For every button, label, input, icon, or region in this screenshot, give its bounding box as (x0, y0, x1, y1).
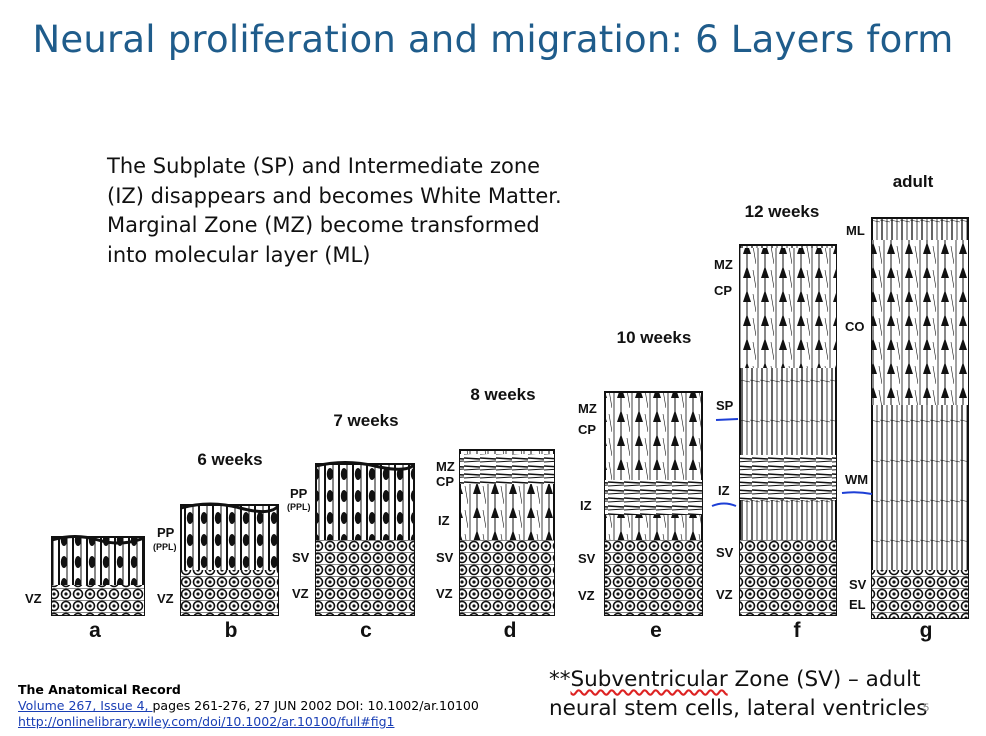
citation-rest: pages 261-276, 27 JUN 2002 DOI: 10.1002/… (152, 698, 479, 713)
body-line: (IZ) disappears and becomes White Matter… (107, 183, 562, 208)
volume-link[interactable]: Volume 267, Issue 4, (18, 698, 153, 713)
panel-a (51, 535, 145, 616)
age-label-g: adult (893, 172, 934, 191)
zone-label: MZ (714, 257, 733, 272)
note-line-1: **Subventricular Zone (SV) – adult (549, 665, 927, 694)
citation-line: Volume 267, Issue 4, pages 261-276, 27 J… (18, 698, 479, 714)
age-label-e: 10 weeks (617, 328, 692, 347)
note-line-2: neural stem cells, lateral ventricles (549, 696, 928, 721)
age-label-c: 7 weeks (333, 411, 398, 430)
note-spellcheck-word: Subventricular (570, 667, 728, 692)
zone-label: MZ (578, 401, 597, 416)
panel-letter-d: d (504, 619, 517, 642)
source-url-link[interactable]: http://onlinelibrary.wiley.com/doi/10.10… (18, 714, 395, 729)
zone-label: SV (436, 550, 454, 565)
panel-b (180, 502, 280, 616)
zone-label: PP (290, 486, 308, 501)
slide-title: Neural proliferation and migration: 6 La… (32, 18, 954, 61)
note-rest: Zone (SV) – adult (727, 667, 921, 692)
zone-label: SP (716, 398, 734, 413)
panel-letter-c: c (360, 619, 372, 642)
age-label-f: 12 weeks (745, 202, 820, 221)
panel-f (739, 244, 837, 616)
zone-label: CP (436, 474, 454, 489)
panel-letter-a: a (89, 619, 101, 642)
zone-label: (PPL) (287, 502, 311, 512)
panel-letter-b: b (225, 619, 238, 642)
zone-label: MZ (436, 459, 455, 474)
body-text: The Subplate (SP) and Intermediate zone … (107, 152, 567, 270)
zone-label: VZ (436, 586, 453, 601)
zone-label: IZ (718, 483, 730, 498)
annotation-mark (715, 418, 739, 421)
journal-name: The Anatomical Record (18, 682, 181, 697)
zone-label: VZ (157, 591, 174, 606)
zone-label: (PPL) (153, 542, 177, 552)
panel-d (459, 449, 555, 616)
age-label-b: 6 weeks (197, 450, 262, 469)
zone-label: ML (846, 223, 865, 238)
zone-label: SV (292, 550, 310, 565)
body-line: Marginal Zone (MZ) become transformed (107, 213, 540, 237)
panel-letter-e: e (650, 619, 662, 642)
zone-label: SV (849, 577, 867, 592)
zone-label: VZ (25, 591, 42, 606)
panel-g (871, 217, 969, 619)
zone-label: CO (845, 319, 865, 334)
panel-c (315, 461, 415, 616)
source-citation: The Anatomical Record Volume 267, Issue … (18, 682, 479, 730)
annotation-mark (841, 491, 873, 495)
zone-label: IZ (580, 498, 592, 513)
zone-label: CP (714, 283, 732, 298)
annotation-mark (711, 502, 737, 507)
zone-label: IZ (438, 513, 450, 528)
page-number: 5 (923, 702, 930, 714)
zone-label: WM (845, 472, 868, 487)
zone-label: VZ (292, 586, 309, 601)
zone-label: EL (849, 597, 866, 612)
panel-letter-f: f (794, 619, 802, 642)
age-label-d: 8 weeks (470, 385, 535, 404)
zone-label: VZ (578, 588, 595, 603)
note-prefix: ** (549, 667, 571, 692)
body-line: into molecular layer (ML) (107, 242, 371, 267)
panel-letter-g: g (920, 619, 933, 642)
zone-label: PP (157, 525, 175, 540)
zone-label: SV (578, 551, 596, 566)
body-line: The Subplate (SP) and Intermediate zone (107, 154, 541, 178)
sv-note: **Subventricular Zone (SV) – adult neura… (549, 665, 927, 723)
zone-label: VZ (716, 587, 733, 602)
panel-e (604, 391, 703, 616)
zone-label: SV (716, 545, 734, 560)
zone-label: CP (578, 422, 596, 437)
